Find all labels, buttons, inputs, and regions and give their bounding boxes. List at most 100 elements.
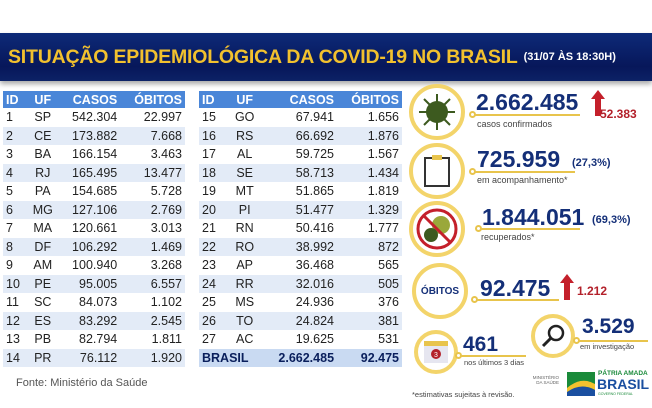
cell-casos: 59.725 [295, 147, 335, 162]
cell-casos: 36.468 [295, 258, 335, 273]
column-header: CASOS [58, 91, 121, 108]
cell-uf: SE [226, 163, 263, 182]
cell-id: 21 [202, 221, 216, 236]
datetime: (31/07 ÀS 18:30H) [523, 51, 616, 63]
table-row: 11 SC 84.073 1.102 [3, 293, 185, 312]
cell-uf: PB [34, 332, 52, 347]
table-row: 2 CE 173.882 7.668 [3, 126, 185, 145]
table-row: 19 MT 51.865 1.819 [199, 182, 402, 201]
cell-id: 19 [202, 184, 216, 199]
cell-id: 23 [202, 258, 216, 273]
monitoring-label: em acompanhamento* [477, 175, 568, 185]
confirmed-value: 2.662.485 [476, 89, 579, 115]
cell-obitos: 3.013 [150, 221, 182, 236]
investigation-value: 3.529 [582, 315, 635, 338]
table-row: 7 MA 120.661 3.013 [3, 219, 185, 238]
cell-uf: SC [34, 295, 52, 310]
cell-casos: 542.304 [72, 110, 118, 125]
clipboard-icon [409, 143, 465, 199]
table-row: 20 PI 51.477 1.329 [199, 200, 402, 219]
column-header: ÓBITOS [337, 91, 402, 108]
page-title: SITUAÇÃO EPIDEMIOLÓGICA DA COVID-19 NO B… [8, 45, 518, 68]
cell-id: 3 [6, 147, 13, 162]
table-header: ID UF CASOS ÓBITOS [3, 91, 185, 108]
recovered-pct: (69,3%) [592, 214, 631, 226]
cell-casos: 76.112 [58, 348, 121, 367]
cell-id: 13 [6, 332, 20, 347]
cell-obitos: 1.777 [367, 221, 399, 236]
table-row: 6 MG 127.106 2.769 [3, 200, 185, 219]
deaths-value: 92.475 [480, 275, 551, 301]
cell-uf: MS [235, 295, 255, 310]
cell-obitos: 1.434 [337, 163, 402, 182]
cell-obitos: 3.268 [150, 258, 182, 273]
cell-obitos: 1.920 [120, 348, 185, 367]
investigation-label: em investigação [580, 342, 635, 351]
arrow-up-icon [560, 274, 574, 300]
column-header: UF [27, 91, 59, 108]
cell-uf: DF [27, 237, 59, 256]
cell-casos: 50.416 [295, 221, 335, 236]
cell-obitos: 1.656 [367, 110, 399, 125]
table-row: 23 AP 36.468 565 [199, 256, 402, 275]
confirmed-increase: 52.383 [600, 107, 637, 121]
calendar-day: 3 [434, 352, 438, 359]
cell-id: 11 [6, 295, 19, 310]
cell-id: 4 [3, 163, 27, 182]
cell-uf: RO [226, 237, 263, 256]
gov-line2: BRASIL [597, 376, 650, 392]
table-row: 15 GO 67.941 1.656 [199, 108, 402, 127]
column-header: CASOS [262, 91, 338, 108]
states-table-left: ID UF CASOS ÓBITOS 1 SP 542.304 22.997 2 CE 173.88… [3, 91, 185, 367]
cell-casos: 83.292 [58, 311, 121, 330]
recovered-value: 1.844.051 [482, 204, 585, 230]
gov-logo: PÁTRIA AMADA BRASIL GOVERNO FEDERAL [567, 370, 649, 398]
cell-uf: PI [226, 200, 263, 219]
cell-obitos: 505 [337, 274, 402, 293]
cell-id: 8 [3, 237, 27, 256]
cell-casos: 173.882 [58, 126, 121, 145]
cell-id: 6 [3, 200, 27, 219]
underline [475, 171, 575, 173]
table-row: 26 TO 24.824 381 [199, 311, 402, 330]
cell-obitos: 381 [337, 311, 402, 330]
cell-obitos: 3.463 [150, 147, 182, 162]
column-header: ID [199, 91, 227, 108]
cell-casos: 19.625 [295, 332, 335, 347]
cell-casos: 100.940 [72, 258, 118, 273]
cell-uf: MT [235, 184, 254, 199]
table-row: 13 PB 82.794 1.811 [3, 330, 185, 349]
cell-id: 2 [3, 126, 27, 145]
total-casos: 2.662.485 [262, 348, 338, 367]
cell-id: 27 [202, 332, 216, 347]
cell-uf: AL [237, 147, 253, 162]
cell-obitos: 13.477 [120, 163, 185, 182]
cell-obitos: 7.668 [120, 126, 185, 145]
cell-obitos: 1.811 [151, 332, 182, 347]
table-row: 24 RR 32.016 505 [199, 274, 402, 293]
gov-line3: GOVERNO FEDERAL [598, 392, 634, 396]
table-row: 1 SP 542.304 22.997 [3, 108, 185, 127]
table-row: 17 AL 59.725 1.567 [199, 145, 402, 164]
cell-uf: ES [27, 311, 59, 330]
source-note: Fonte: Ministério da Saúde [16, 377, 148, 389]
cell-uf: RS [226, 126, 263, 145]
cell-id: 14 [3, 348, 27, 367]
column-header: ÓBITOS [120, 91, 185, 108]
cell-casos: 24.936 [295, 295, 335, 310]
cell-id: 20 [199, 200, 227, 219]
underline [475, 114, 580, 116]
cell-casos: 95.005 [58, 274, 121, 293]
cell-id: 18 [199, 163, 227, 182]
cell-uf: RN [235, 221, 254, 236]
table-row: 25 MS 24.936 376 [199, 293, 402, 312]
cell-obitos: 1.329 [337, 200, 402, 219]
table-row: 10 PE 95.005 6.557 [3, 274, 185, 293]
cell-id: 16 [199, 126, 227, 145]
cell-obitos: 22.997 [143, 110, 182, 125]
cell-casos: 82.794 [79, 332, 118, 347]
cell-id: 5 [6, 184, 13, 199]
cell-casos: 58.713 [262, 163, 338, 182]
cell-id: 7 [6, 221, 13, 236]
cell-obitos: 2.545 [120, 311, 185, 330]
